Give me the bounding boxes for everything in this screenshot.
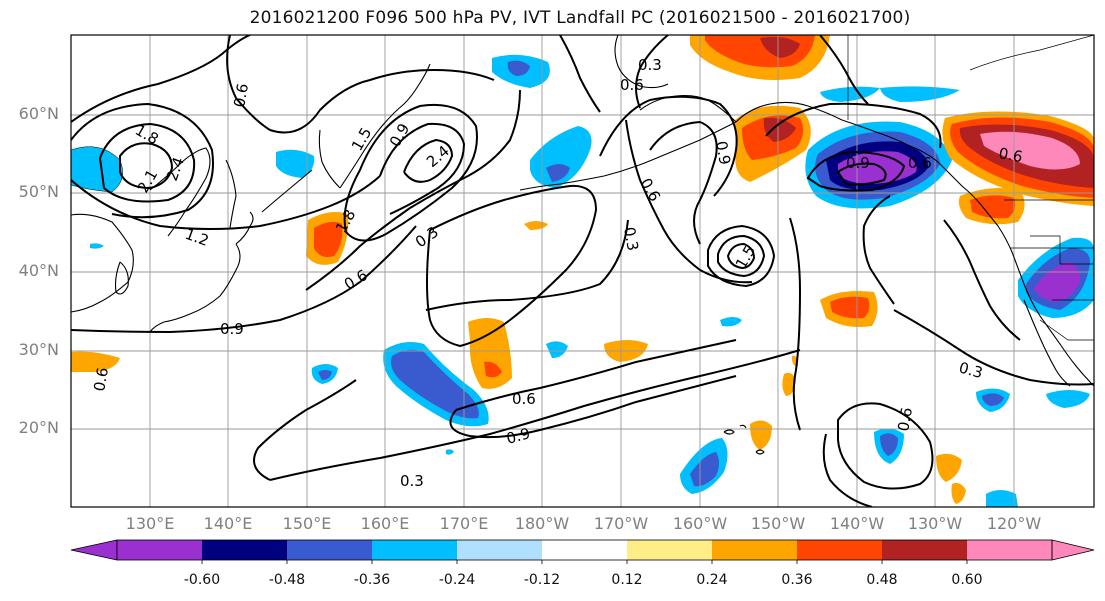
lon-tick-label: 150°E	[282, 514, 332, 533]
pv-contours	[71, 35, 1094, 507]
lon-tick-label: 160°E	[360, 514, 410, 533]
colorbar-tick-label: -0.36	[353, 572, 391, 588]
colorbar-tick-label: -0.48	[268, 572, 306, 588]
colorbar-tick-label: 0.60	[951, 572, 983, 588]
lat-tick-label: 60°N	[18, 104, 59, 123]
shading-region	[750, 420, 772, 450]
coastlines	[71, 35, 1094, 455]
colorbar-tick-label: 0.12	[611, 572, 643, 588]
shading-region	[720, 317, 742, 327]
colorbar-segment	[457, 540, 542, 560]
shading-region	[980, 131, 1080, 170]
colorbar-segment	[287, 540, 372, 560]
colorbar-segment	[967, 540, 1052, 560]
lon-tick-label: 130°W	[907, 514, 963, 533]
colorbar-segment	[797, 540, 882, 560]
contour-label: 0.6	[512, 390, 536, 408]
lon-tick-label: 160°W	[672, 514, 728, 533]
lon-tick-label: 120°W	[986, 514, 1042, 533]
contour-label: 0.9	[846, 154, 870, 172]
contour-label: 0.9	[504, 424, 532, 448]
shading-region	[760, 36, 800, 58]
map-frame	[70, 34, 1095, 508]
lat-tick-label: 50°N	[18, 182, 59, 201]
colorbar	[70, 539, 1095, 564]
shading-region	[936, 453, 962, 482]
shading-region	[530, 126, 592, 188]
contour-label: 0.3	[620, 226, 642, 253]
shading-region	[507, 60, 530, 76]
shading-region	[546, 164, 570, 182]
shading-region	[830, 296, 870, 319]
colorbar-segment	[542, 540, 627, 560]
shading-region	[276, 149, 315, 178]
shading-region	[446, 449, 454, 455]
colorbar-segment	[882, 540, 967, 560]
shading-region	[90, 243, 104, 249]
contour-label: 0.3	[400, 472, 424, 490]
colorbar-extend-max	[1051, 539, 1095, 561]
lon-tick-label: 170°E	[439, 514, 489, 533]
shading-region	[763, 117, 796, 142]
shading-region	[318, 370, 332, 380]
lon-tick-label: 150°W	[750, 514, 806, 533]
colorbar-tick-label: -0.60	[183, 572, 221, 588]
shading-region	[484, 361, 502, 378]
shading-region	[391, 349, 479, 419]
lat-tick-label: 40°N	[18, 261, 59, 280]
colorbar-frame	[116, 539, 1053, 561]
lat-tick-label: 20°N	[18, 418, 59, 437]
figure-title: 2016021200 F096 500 hPa PV, IVT Landfall…	[249, 8, 911, 28]
colorbar-segment	[202, 540, 287, 560]
shading-region	[782, 372, 796, 396]
lon-tick-label: 170°W	[593, 514, 649, 533]
lon-tick-label: 140°E	[203, 514, 253, 533]
contour-label: 0.9	[712, 140, 734, 167]
contour-label: 0.6	[894, 406, 916, 433]
shading-region	[880, 86, 960, 102]
lat-tick-label: 30°N	[18, 340, 59, 359]
contour-label: 0.3	[638, 56, 662, 74]
shading-region	[71, 351, 120, 372]
lon-tick-label: 140°W	[829, 514, 885, 533]
lon-tick-label: 130°E	[125, 514, 175, 533]
shading-region	[986, 490, 1018, 507]
contour-label: 0.6	[230, 82, 252, 109]
shading-region	[1046, 390, 1090, 408]
contour-label: 0.9	[220, 320, 244, 338]
contour-label: 0.6	[90, 366, 112, 393]
map-background	[71, 35, 1094, 507]
colorbar-tick-label: -0.12	[523, 572, 561, 588]
shading-region	[880, 433, 898, 456]
contour-label: 0.6	[620, 76, 644, 94]
shading-region	[951, 482, 966, 504]
shading-region	[71, 146, 123, 193]
shading-region	[838, 151, 917, 184]
colorbar-extend-min	[70, 539, 118, 561]
colorbar-segment	[712, 540, 797, 560]
colorbar-tick-label: 0.36	[781, 572, 813, 588]
colorbar-tick-label: 0.48	[866, 572, 898, 588]
colorbar-segment	[117, 540, 202, 560]
shading-region	[546, 341, 568, 358]
colorbar-tick-label: 0.24	[696, 572, 728, 588]
colorbar-segment	[627, 540, 712, 560]
shading-region	[820, 86, 880, 102]
colorbar-tick-label: -0.24	[438, 572, 476, 588]
shaded-anomalies	[71, 35, 1094, 507]
contour-label: 0.6	[908, 154, 932, 172]
contour-label: 0.3	[957, 358, 985, 382]
shading-region	[690, 452, 719, 487]
colorbar-segment	[372, 540, 457, 560]
shading-region	[314, 221, 343, 257]
shading-region	[970, 195, 1016, 219]
shading-region	[982, 393, 1004, 406]
lon-tick-label: 180°W	[514, 514, 570, 533]
contour-label: 0.6	[997, 144, 1024, 166]
